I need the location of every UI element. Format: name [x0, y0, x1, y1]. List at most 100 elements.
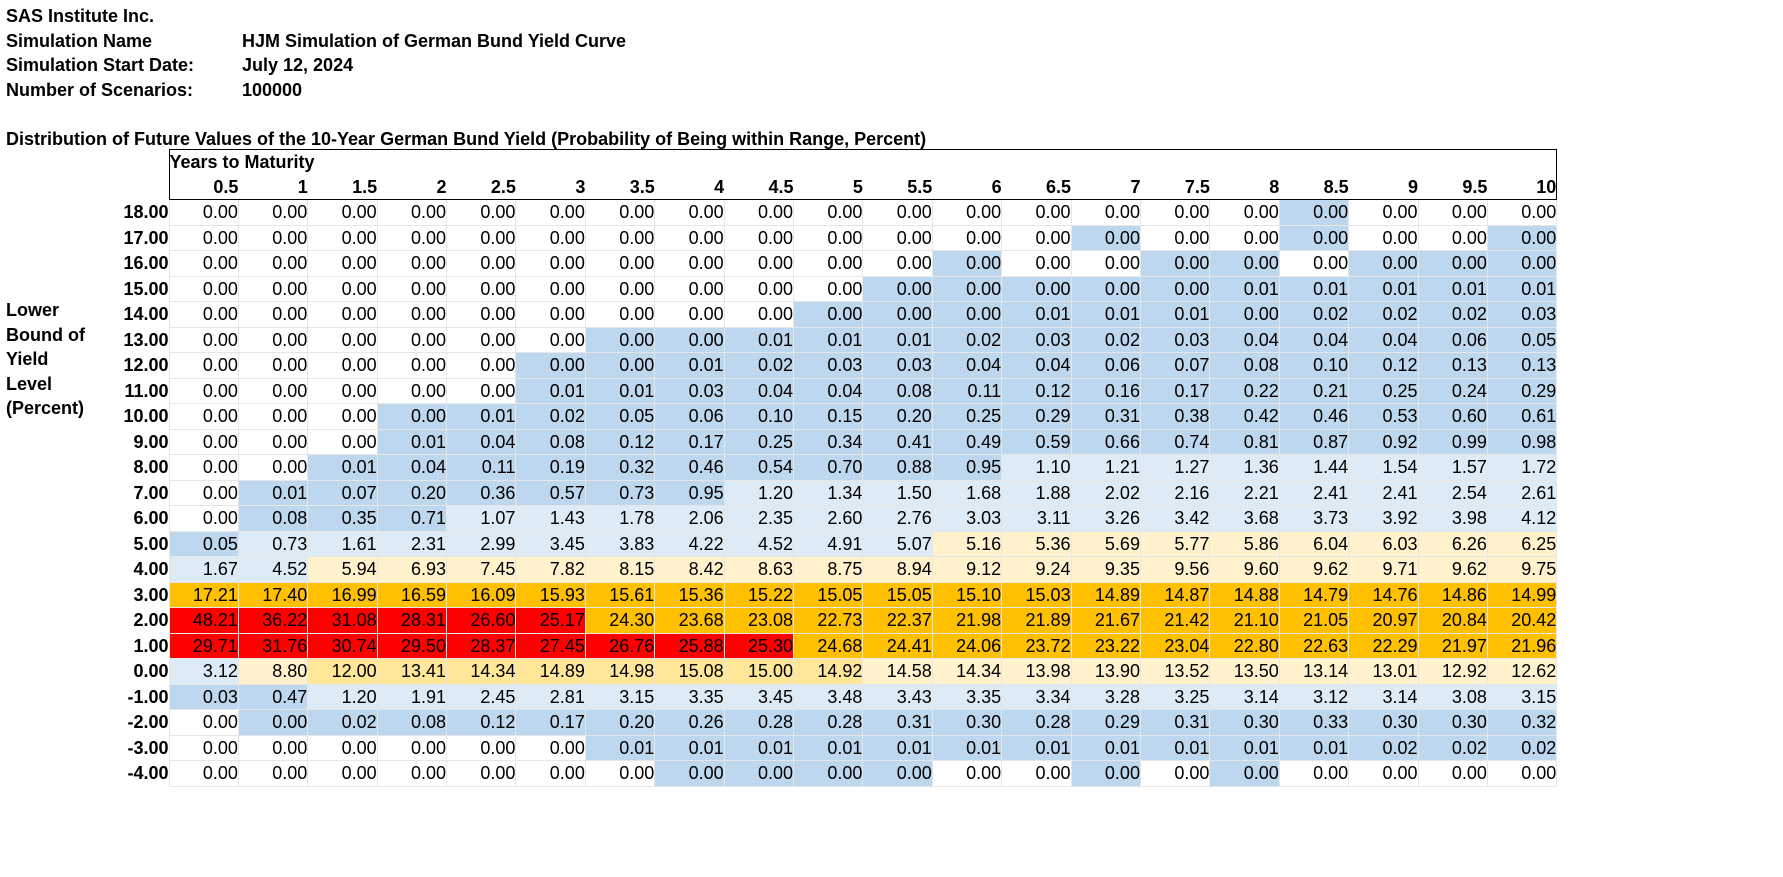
- probability-cell: 21.10: [1209, 607, 1280, 634]
- probability-cell: 0.00: [168, 403, 239, 430]
- probability-cell: 0.00: [1001, 250, 1072, 277]
- probability-cell: 12.62: [1486, 658, 1558, 685]
- probability-cell: 0.53: [1348, 403, 1419, 430]
- probability-cell: 0.81: [1209, 428, 1280, 455]
- probability-cell: 15.08: [654, 658, 725, 685]
- probability-cell: 0.00: [723, 199, 795, 226]
- probability-cell: 0.00: [515, 352, 586, 379]
- probability-cell: 0.26: [654, 709, 725, 736]
- yield-bound-label: 13.00: [123, 329, 169, 350]
- maturity-column-header: 8: [1209, 174, 1280, 200]
- probability-cell: 1.50: [862, 479, 933, 506]
- probability-cell: 14.89: [1070, 581, 1141, 608]
- probability-cell: 3.68: [1209, 505, 1280, 532]
- probability-cell: 0.31: [1139, 709, 1211, 736]
- table-row: 13.00 0.00 0.00 0.00 0.00 0.00 0.00 0.00 0.00 0.0…: [100, 326, 1558, 353]
- probability-cell: 14.89: [515, 658, 586, 685]
- probability-cell: 6.26: [1417, 530, 1488, 557]
- probability-cell: 8.75: [793, 556, 864, 583]
- column-group-header: Years to Maturity: [168, 149, 1558, 175]
- row-axis-label: Lower Bound of Yield Level (Percent): [6, 298, 106, 421]
- probability-cell: 0.00: [307, 275, 378, 302]
- probability-cell: 3.92: [1348, 505, 1419, 532]
- probability-cell: 0.00: [376, 224, 448, 251]
- probability-cell: 0.02: [1486, 734, 1558, 761]
- probability-cell: 0.19: [515, 454, 586, 481]
- probability-cell: 0.00: [723, 760, 795, 787]
- probability-cell: 15.00: [723, 658, 795, 685]
- yield-bound-label: -3.00: [127, 737, 169, 758]
- probability-cell: 21.89: [1001, 607, 1072, 634]
- probability-cell: 0.00: [862, 250, 933, 277]
- row-axis-label-line: Bound of: [6, 324, 85, 345]
- probability-cell: 21.67: [1070, 607, 1141, 634]
- probability-cell: 0.00: [168, 326, 239, 353]
- probability-cell: 6.25: [1486, 530, 1558, 557]
- probability-cell: 9.62: [1278, 556, 1350, 583]
- maturity-column-header: 9: [1348, 174, 1419, 200]
- yield-bound-label: 15.00: [123, 278, 169, 299]
- yield-bound-label: 7.00: [133, 482, 169, 503]
- probability-cell: 0.00: [584, 352, 656, 379]
- probability-cell: 0.04: [446, 428, 517, 455]
- probability-cell: 0.95: [931, 454, 1003, 481]
- probability-cell: 0.00: [1070, 760, 1141, 787]
- table-row: -1.00 0.03 0.47 1.20 1.91 2.45 2.81 3.15 3.35 3.4…: [100, 683, 1558, 710]
- probability-cell: 9.24: [1001, 556, 1072, 583]
- probability-cell: 0.00: [237, 428, 309, 455]
- probability-cell: 0.30: [931, 709, 1003, 736]
- probability-cell: 0.11: [446, 454, 517, 481]
- probability-cell: 0.00: [237, 224, 309, 251]
- probability-cell: 0.00: [446, 301, 517, 328]
- probability-cell: 0.08: [515, 428, 586, 455]
- probability-cell: 0.00: [237, 275, 309, 302]
- probability-cell: 0.00: [1348, 760, 1419, 787]
- probability-cell: 7.82: [515, 556, 586, 583]
- probability-cell: 0.11: [931, 377, 1003, 404]
- probability-cell: 0.21: [1278, 377, 1350, 404]
- probability-cell: 0.00: [237, 352, 309, 379]
- probability-cell: 0.25: [931, 403, 1003, 430]
- probability-cell: 0.20: [584, 709, 656, 736]
- probability-cell: 2.02: [1070, 479, 1141, 506]
- probability-cell: 0.02: [723, 352, 795, 379]
- probability-cell: 0.00: [515, 199, 586, 226]
- probability-cell: 3.43: [862, 683, 933, 710]
- probability-cell: 4.91: [793, 530, 864, 557]
- probability-cell: 4.12: [1486, 505, 1558, 532]
- probability-cell: 1.72: [1486, 454, 1558, 481]
- maturity-column-header: 0.5: [168, 174, 239, 200]
- probability-cell: 0.08: [862, 377, 933, 404]
- maturity-column-header: 5: [793, 174, 863, 200]
- maturity-column-header: 2.5: [446, 174, 516, 200]
- probability-cell: 24.41: [862, 632, 933, 659]
- table-row: 10.00 0.00 0.00 0.00 0.00 0.01 0.02 0.05 0.06 0.1…: [100, 403, 1558, 430]
- probability-cell: 3.14: [1209, 683, 1280, 710]
- probability-cell: 0.00: [515, 224, 586, 251]
- probability-cell: 13.52: [1139, 658, 1211, 685]
- probability-cell: 0.00: [376, 199, 448, 226]
- probability-cell: 3.45: [723, 683, 795, 710]
- probability-cell: 0.00: [168, 275, 239, 302]
- probability-cell: 0.01: [1139, 734, 1211, 761]
- probability-cell: 14.86: [1417, 581, 1488, 608]
- probability-cell: 24.68: [793, 632, 864, 659]
- probability-cell: 0.99: [1417, 428, 1488, 455]
- probability-cell: 1.57: [1417, 454, 1488, 481]
- probability-cell: 0.01: [584, 734, 656, 761]
- probability-cell: 13.90: [1070, 658, 1141, 685]
- probability-cell: 0.00: [1001, 760, 1072, 787]
- probability-cell: 0.01: [1209, 734, 1280, 761]
- probability-cell: 0.01: [1209, 275, 1280, 302]
- probability-cell: 0.13: [1417, 352, 1488, 379]
- probability-cell: 0.00: [793, 760, 864, 787]
- start-date-value: July 12, 2024: [242, 55, 354, 75]
- probability-cell: 48.21: [168, 607, 239, 634]
- probability-cell: 0.00: [1139, 760, 1211, 787]
- probability-cell: 0.00: [862, 301, 933, 328]
- probability-cell: 0.00: [723, 275, 795, 302]
- probability-cell: 0.30: [1348, 709, 1419, 736]
- probability-cell: 0.00: [1348, 199, 1419, 226]
- probability-cell: 0.00: [168, 224, 239, 251]
- probability-cell: 0.00: [931, 275, 1003, 302]
